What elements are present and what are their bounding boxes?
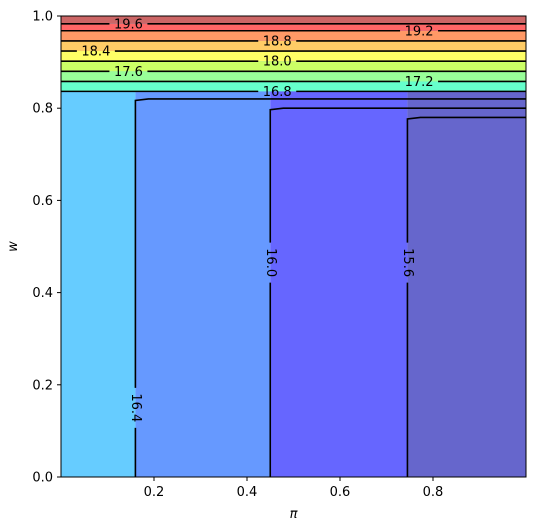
contour-label-18.8: 18.8 [263, 34, 292, 49]
y-tick-label: 0.0 [32, 471, 53, 486]
contour-label-16.4: 16.4 [128, 393, 143, 422]
region-2 [270, 16, 408, 477]
filled-regions [61, 16, 526, 477]
x-axis-label: π [290, 507, 298, 522]
contour-label-15.6: 15.6 [400, 248, 415, 277]
x-axis-ticks: 0.2 0.4 0.6 0.8 [144, 477, 444, 500]
contour-label-18.0: 18.0 [263, 55, 292, 70]
contour-label-18.4: 18.4 [81, 45, 110, 60]
contour-label-16.0: 16.0 [263, 248, 278, 277]
contour-line-16.4-b [134, 98, 526, 388]
plot-frame [60, 15, 527, 478]
y-tick-label: 0.6 [32, 194, 53, 209]
y-tick-label: 0.2 [32, 378, 53, 393]
band-2 [61, 61, 526, 72]
contour-label-17.6: 17.6 [114, 65, 143, 80]
band-3 [61, 51, 526, 62]
x-tick-label: 0.8 [423, 485, 444, 500]
contour-label-16.8: 16.8 [263, 85, 292, 100]
x-tick-label: 0.6 [330, 485, 351, 500]
band-4 [61, 40, 526, 52]
x-tick-label: 0.2 [144, 485, 165, 500]
band-1 [61, 71, 526, 82]
contour-labels: 16.8 17.2 17.6 18.0 18.4 18.8 19.2 19.6 16.4 16.0… [81, 17, 433, 422]
band-5 [61, 30, 526, 41]
contour-line-16.0-b [269, 107, 526, 243]
region-3 [407, 16, 526, 477]
x-tick-label: 0.4 [237, 485, 258, 500]
y-axis-label: w [6, 241, 21, 252]
contour-lines [61, 23, 526, 477]
y-tick-label: 0.8 [32, 102, 53, 117]
band-0 [61, 81, 526, 92]
region-1 [135, 16, 271, 477]
band-6 [61, 23, 526, 31]
contour-line-15.6-b [406, 116, 526, 243]
contour-label-19.2: 19.2 [405, 24, 434, 39]
region-0 [61, 16, 136, 477]
contour-label-17.2: 17.2 [405, 75, 434, 90]
y-tick-label: 1.0 [32, 10, 53, 25]
contour-label-19.6: 19.6 [114, 17, 143, 32]
y-axis-ticks: 0.0 0.2 0.4 0.6 0.8 1.0 [32, 10, 61, 486]
band-7 [61, 16, 526, 24]
y-tick-label: 0.4 [32, 286, 53, 301]
